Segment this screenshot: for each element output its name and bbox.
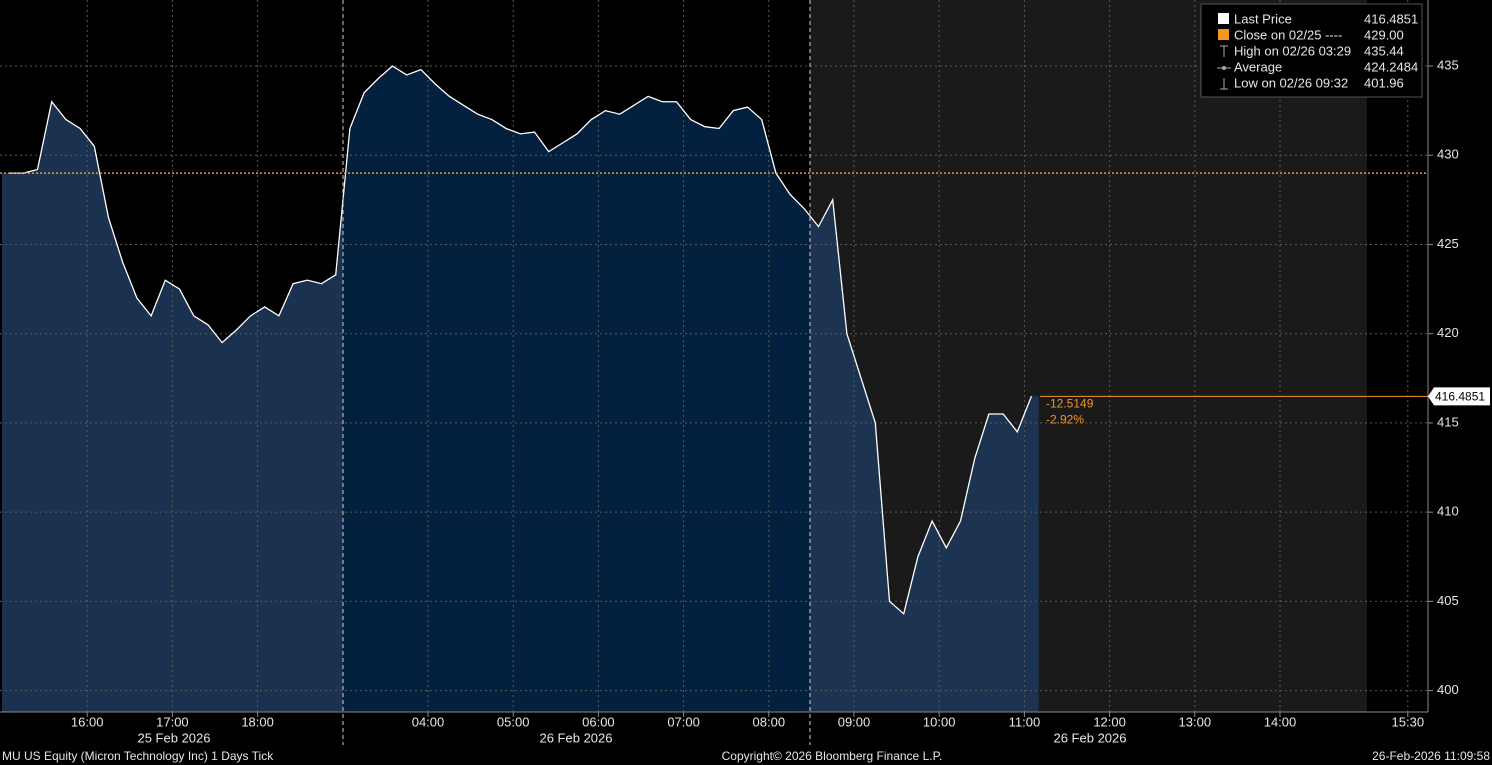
x-tick-label: 17:00 (156, 714, 189, 729)
last-price-box (1428, 387, 1490, 406)
x-tick-label: 13:00 (1179, 714, 1212, 729)
x-tick-label: 09:00 (838, 714, 871, 729)
legend-swatch (1218, 29, 1229, 40)
x-tick-label: 14:00 (1264, 714, 1297, 729)
legend-value: 416.4851 (1364, 11, 1418, 26)
x-tick-label: 11:00 (1009, 714, 1041, 729)
footer-left: MU US Equity (Micron Technology Inc) 1 D… (2, 749, 274, 763)
change-label: -2.92% (1046, 413, 1084, 427)
legend-swatch (1218, 13, 1229, 24)
legend-label: Last Price (1234, 11, 1292, 26)
y-tick-label: 400 (1437, 682, 1459, 697)
legend-value: 429.00 (1364, 27, 1404, 42)
x-tick-label: 08:00 (753, 714, 786, 729)
change-label: -12.5149 (1046, 397, 1094, 411)
session-background (810, 0, 1367, 712)
x-date-label: 26 Feb 2026 (539, 730, 612, 745)
legend-icon (1222, 66, 1226, 70)
last-price-label: 416.4851 (1435, 390, 1485, 404)
plot (0, 65, 1428, 616)
x-tick-label: 16:00 (71, 714, 104, 729)
legend-label: Average (1234, 59, 1282, 74)
x-tick-label: 05:00 (497, 714, 530, 729)
legend-label: Close on 02/25 ---- (1234, 27, 1342, 42)
x-tick-label: 18:00 (241, 714, 274, 729)
footer-center: Copyright© 2026 Bloomberg Finance L.P. (722, 749, 943, 763)
x-tick-label: 07:00 (667, 714, 700, 729)
x-tick-label: 04:00 (412, 714, 445, 729)
y-tick-label: 405 (1437, 593, 1459, 608)
x-tick-label: 12:00 (1093, 714, 1126, 729)
grid (0, 0, 1428, 712)
legend-label: High on 02/26 03:29 (1234, 43, 1351, 58)
y-tick-label: 415 (1437, 414, 1459, 429)
x-date-label: 26 Feb 2026 (1053, 730, 1126, 745)
x-tick-label: 10:00 (923, 714, 956, 729)
legend-value: 401.96 (1364, 75, 1404, 90)
legend: Last Price 416.4851 Close on 02/25 ---- … (1200, 3, 1423, 98)
legend-box (1200, 3, 1423, 98)
y-tick-label: 425 (1437, 236, 1459, 251)
x-tick-label: 06:00 (582, 714, 615, 729)
price-line (9, 65, 1033, 616)
legend-value: 424.2484 (1364, 59, 1418, 74)
legend-icon (1220, 45, 1228, 57)
legend-icon (1220, 78, 1228, 90)
footer-right: 26-Feb-2026 11:09:58 (1372, 749, 1490, 763)
y-tick-label: 410 (1437, 504, 1459, 519)
y-tick-label: 435 (1437, 57, 1459, 72)
legend-label: Low on 02/26 09:32 (1234, 75, 1348, 90)
legend-value: 435.44 (1364, 43, 1404, 58)
x-date-label: 25 Feb 2026 (137, 730, 210, 745)
y-tick-label: 420 (1437, 325, 1459, 340)
x-tick-label: 15:30 (1392, 714, 1425, 729)
y-tick-label: 430 (1437, 147, 1459, 162)
